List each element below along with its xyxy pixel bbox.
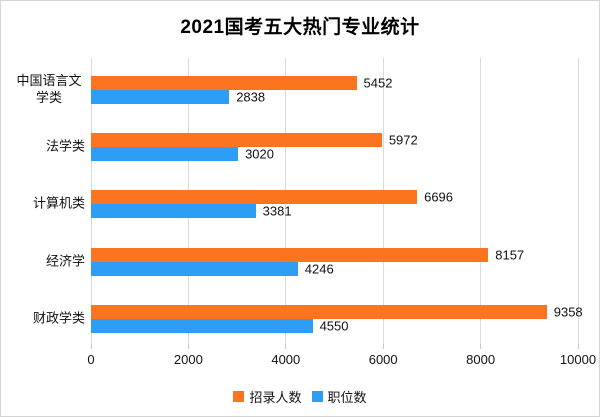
axis-tick xyxy=(187,344,189,349)
category-label: 计算机类 xyxy=(3,196,85,213)
bar-positions xyxy=(91,147,239,162)
bar-positions xyxy=(91,90,230,104)
bar-positions xyxy=(91,261,298,276)
category-label: 法学类 xyxy=(3,139,85,156)
x-axis-label: 10000 xyxy=(559,352,597,367)
bar-value-label: 3381 xyxy=(262,203,292,219)
category-label: 经济学 xyxy=(3,253,85,270)
bar-value-label: 3020 xyxy=(245,146,274,162)
bar-positions xyxy=(91,318,313,333)
x-axis-label: 8000 xyxy=(466,352,496,367)
bar-recruits xyxy=(91,76,357,90)
gridline xyxy=(480,58,482,344)
bar-value-label: 5452 xyxy=(363,75,393,91)
category-label: 中国语言文学类 xyxy=(3,73,85,107)
category-label-text: 中国语言文学类 xyxy=(16,73,82,105)
bar-recruits xyxy=(91,190,418,205)
chart-title: 2021国考五大热门专业统计 xyxy=(180,17,420,38)
legend-item: 职位数 xyxy=(311,387,367,406)
legend-swatch-icon xyxy=(311,391,323,402)
x-axis-label: 6000 xyxy=(368,352,398,367)
legend-swatch-icon xyxy=(233,391,245,402)
bar-value-label: 4246 xyxy=(304,261,334,277)
bar-value-label: 4550 xyxy=(319,318,349,334)
x-axis-label: 2000 xyxy=(173,352,203,367)
legend: 招录人数 职位数 xyxy=(1,387,599,406)
bar-recruits xyxy=(91,304,547,319)
x-axis-label: 4000 xyxy=(271,352,301,367)
bar-value-label: 2838 xyxy=(236,89,266,105)
axis-tick xyxy=(382,344,384,349)
bar-value-label: 8157 xyxy=(495,247,525,263)
x-axis-label: 0 xyxy=(87,352,95,367)
bar-value-label: 5972 xyxy=(388,132,418,148)
bar-recruits xyxy=(91,133,382,148)
category-label-text: 经济学 xyxy=(45,253,85,269)
bar-positions xyxy=(91,204,256,219)
category-label: 财政学类 xyxy=(3,310,85,327)
axis-tick xyxy=(577,344,579,349)
legend-item: 招录人数 xyxy=(233,387,302,406)
bar-value-label: 6696 xyxy=(424,189,454,205)
axis-tick xyxy=(90,344,92,349)
bar-recruits xyxy=(91,247,489,262)
category-label-text: 法学类 xyxy=(45,138,85,154)
axis-tick xyxy=(285,344,287,349)
gridline xyxy=(577,58,579,344)
category-label-text: 计算机类 xyxy=(32,195,85,211)
axis-tick xyxy=(480,344,482,349)
bar-value-label: 9358 xyxy=(553,304,583,320)
legend-label: 招录人数 xyxy=(249,390,302,405)
category-label-text: 财政学类 xyxy=(32,310,85,326)
legend-label: 职位数 xyxy=(327,390,367,405)
